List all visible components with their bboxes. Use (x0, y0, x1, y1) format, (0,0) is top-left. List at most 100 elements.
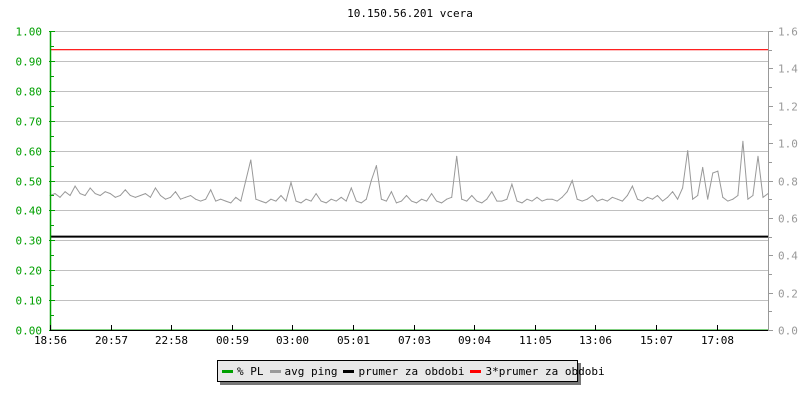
avg-ping-point (561, 196, 563, 198)
avg-ping-point (576, 198, 578, 200)
legend-swatch (470, 369, 482, 373)
avg-ping-point (466, 200, 468, 202)
avg-ping-point (717, 170, 719, 172)
legend-label: % PL (237, 364, 264, 378)
avg-ping-point (355, 200, 357, 202)
legend-swatch (269, 369, 281, 373)
avg-ping-point (290, 181, 292, 183)
avg-ping-point (84, 194, 86, 196)
avg-ping-point (144, 193, 146, 195)
avg-ping-point (456, 155, 458, 157)
avg-ping-point (225, 200, 227, 202)
avg-ping-point (737, 194, 739, 196)
avg-ping-point (320, 200, 322, 202)
right-tick-label: 0.2 (778, 288, 798, 301)
left-tick-label: 1.00 (16, 26, 43, 39)
avg-ping-point (657, 194, 659, 196)
right-tick-label: 1.2 (778, 101, 798, 114)
left-tick-label: 0.10 (16, 295, 43, 308)
avg-ping-point (446, 198, 448, 200)
avg-ping-point (109, 193, 111, 195)
avg-ping-point (260, 200, 262, 202)
avg-ping-point (124, 189, 126, 191)
avg-ping-point (687, 150, 689, 152)
avg-ping-point (516, 200, 518, 202)
avg-ping-point (682, 187, 684, 189)
avg-ping-point (697, 194, 699, 196)
avg-ping-point (325, 202, 327, 204)
avg-ping-point (64, 191, 66, 193)
avg-ping-point (315, 193, 317, 195)
avg-ping-point (411, 200, 413, 202)
avg-ping-point (526, 198, 528, 200)
avg-ping-point (616, 198, 618, 200)
avg-ping-point (340, 196, 342, 198)
avg-ping-point (521, 202, 523, 204)
avg-ping-point (621, 200, 623, 202)
avg-ping-point (541, 200, 543, 202)
legend: % PL avg ping prumer za obdobi 3*prumer … (217, 360, 605, 382)
right-tick-label: 0.6 (778, 213, 798, 226)
avg-ping-point (757, 155, 759, 157)
avg-ping-point (752, 194, 754, 196)
avg-ping-point (200, 200, 202, 202)
avg-ping-point (205, 198, 207, 200)
avg-ping-point (300, 202, 302, 204)
avg-ping-point (134, 196, 136, 198)
legend-swatch (343, 369, 355, 373)
avg-ping-point (89, 187, 91, 189)
avg-ping-point (692, 198, 694, 200)
right-tick-label: 0.8 (778, 176, 798, 189)
avg-ping-point (270, 198, 272, 200)
avg-ping-point (390, 191, 392, 193)
avg-ping-point (119, 194, 121, 196)
legend-label: prumer za obdobi (358, 364, 465, 378)
avg-ping-point (416, 202, 418, 204)
avg-ping-point (305, 198, 307, 200)
avg-ping-point (722, 196, 724, 198)
avg-ping-point (496, 200, 498, 202)
avg-ping-point (531, 200, 533, 202)
avg-ping-point (601, 198, 603, 200)
avg-ping-point (631, 185, 633, 187)
avg-ping-point (441, 202, 443, 204)
avg-ping-point (285, 200, 287, 202)
left-tick-label: 0.50 (16, 176, 43, 189)
avg-ping-point (646, 196, 648, 198)
avg-ping-point (400, 200, 402, 202)
avg-ping-point (345, 200, 347, 202)
legend-label: avg ping (284, 364, 338, 378)
avg-ping-point (164, 198, 166, 200)
avg-ping-point (380, 198, 382, 200)
avg-ping-point (536, 196, 538, 198)
avg-ping-point (360, 202, 362, 204)
avg-ping-point (295, 200, 297, 202)
avg-ping-point (405, 194, 407, 196)
left-tick-label: 0.70 (16, 116, 43, 129)
avg-ping-point (175, 191, 177, 193)
x-tick-label: 20:57 (95, 334, 128, 347)
left-tick-label: 0.20 (16, 265, 43, 278)
avg-ping-point (501, 200, 503, 202)
avg-ping-point (255, 198, 257, 200)
avg-ping-point (195, 198, 197, 200)
avg-ping-point (79, 193, 81, 195)
avg-ping-point (220, 198, 222, 200)
avg-ping-point (747, 198, 749, 200)
avg-ping-point (556, 200, 558, 202)
avg-ping-point (571, 180, 573, 181)
legend-swatch (222, 369, 233, 373)
avg-ping-point (280, 194, 282, 196)
avg-ping-point (54, 193, 56, 195)
avg-ping-point (375, 165, 377, 167)
avg-ping-point (235, 196, 237, 198)
left-tick-label: 0.60 (16, 146, 43, 159)
avg-ping-point (385, 200, 387, 202)
avg-ping-point (436, 200, 438, 202)
avg-ping-point (159, 194, 161, 196)
avg-ping-point (566, 191, 568, 193)
avg-ping-point (677, 198, 679, 200)
avg-ping-point (421, 198, 423, 200)
series-avg-ping (49, 141, 769, 204)
avg-ping-point (310, 200, 312, 202)
